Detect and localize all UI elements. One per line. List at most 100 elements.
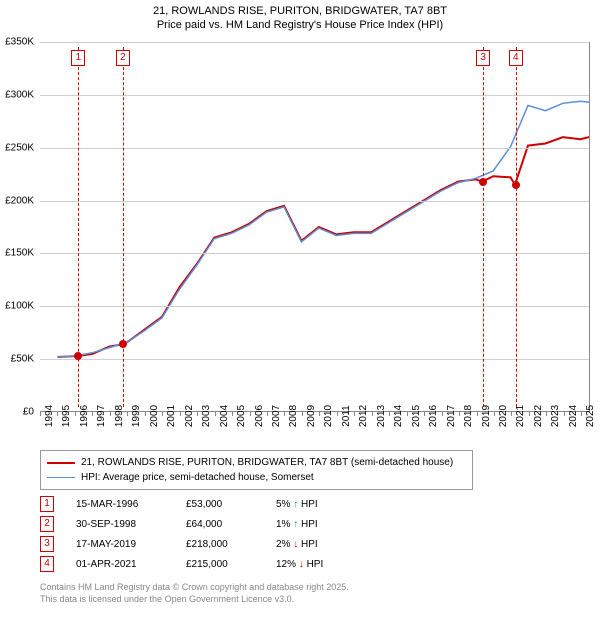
x-tick bbox=[162, 412, 163, 416]
marker-dot bbox=[119, 340, 127, 348]
x-tick-label: 2003 bbox=[201, 405, 212, 427]
x-tick bbox=[319, 412, 320, 416]
x-tick-label: 1997 bbox=[96, 405, 107, 427]
title-line-1: 21, ROWLANDS RISE, PURITON, BRIDGWATER, … bbox=[0, 4, 600, 18]
x-tick bbox=[302, 412, 303, 416]
legend-label: 21, ROWLANDS RISE, PURITON, BRIDGWATER, … bbox=[81, 457, 453, 468]
x-tick-label: 2019 bbox=[481, 405, 492, 427]
plot-area: £0£50K£100K£150K£200K£250K£300K£350K1994… bbox=[40, 42, 590, 412]
footer-line-1: Contains HM Land Registry data © Crown c… bbox=[40, 582, 349, 594]
x-tick-label: 2002 bbox=[184, 405, 195, 427]
sale-table: 115-MAR-1996£53,0005% ↑ HPI230-SEP-1998£… bbox=[40, 494, 366, 574]
x-tick bbox=[180, 412, 181, 416]
marker-dot bbox=[74, 352, 82, 360]
y-tick-label: £200K bbox=[5, 195, 34, 206]
chart-title: 21, ROWLANDS RISE, PURITON, BRIDGWATER, … bbox=[0, 0, 600, 33]
x-tick-label: 1994 bbox=[44, 405, 55, 427]
sale-date: 15-MAR-1996 bbox=[76, 499, 186, 510]
series-line-property bbox=[57, 137, 589, 357]
sale-marker-box: 1 bbox=[40, 496, 54, 512]
x-tick bbox=[529, 412, 530, 416]
x-tick bbox=[424, 412, 425, 416]
legend: 21, ROWLANDS RISE, PURITON, BRIDGWATER, … bbox=[40, 450, 473, 490]
y-tick-label: £0 bbox=[23, 407, 34, 418]
sale-row: 4 01-APR-2021£215,00012% ↓ HPI bbox=[40, 554, 366, 574]
legend-label: HPI: Average price, semi-detached house,… bbox=[81, 472, 314, 483]
x-tick bbox=[92, 412, 93, 416]
x-tick bbox=[564, 412, 565, 416]
x-tick-label: 2023 bbox=[550, 405, 561, 427]
x-tick-label: 2015 bbox=[411, 405, 422, 427]
x-tick bbox=[110, 412, 111, 416]
x-tick-label: 2000 bbox=[149, 405, 160, 427]
x-tick-label: 2007 bbox=[271, 405, 282, 427]
marker-label-box: 2 bbox=[116, 50, 130, 66]
x-tick bbox=[494, 412, 495, 416]
sale-delta: 2% ↓ HPI bbox=[276, 539, 366, 550]
sale-price: £64,000 bbox=[186, 519, 276, 530]
x-tick-label: 2001 bbox=[166, 405, 177, 427]
sale-price: £218,000 bbox=[186, 539, 276, 550]
arrow-up-icon: ↑ bbox=[293, 499, 298, 510]
sale-price: £215,000 bbox=[186, 559, 276, 570]
x-tick-label: 2022 bbox=[533, 405, 544, 427]
legend-swatch bbox=[47, 462, 75, 464]
x-tick-label: 2020 bbox=[498, 405, 509, 427]
x-tick-label: 1996 bbox=[79, 405, 90, 427]
y-tick-label: £50K bbox=[11, 354, 34, 365]
x-tick bbox=[40, 412, 41, 416]
y-tick-label: £150K bbox=[5, 248, 34, 259]
x-tick bbox=[127, 412, 128, 416]
x-tick bbox=[337, 412, 338, 416]
footer: Contains HM Land Registry data © Crown c… bbox=[40, 582, 349, 605]
arrow-down-icon: ↓ bbox=[299, 559, 304, 570]
x-tick bbox=[477, 412, 478, 416]
x-tick-label: 2012 bbox=[358, 405, 369, 427]
y-gridline bbox=[40, 42, 589, 43]
footer-line-2: This data is licensed under the Open Gov… bbox=[40, 594, 349, 606]
x-tick bbox=[215, 412, 216, 416]
sale-row: 115-MAR-1996£53,0005% ↑ HPI bbox=[40, 494, 366, 514]
sale-marker-box: 4 bbox=[40, 556, 54, 572]
x-tick-label: 2016 bbox=[428, 405, 439, 427]
x-tick bbox=[389, 412, 390, 416]
x-tick bbox=[57, 412, 58, 416]
x-tick bbox=[581, 412, 582, 416]
x-tick bbox=[442, 412, 443, 416]
legend-row: 21, ROWLANDS RISE, PURITON, BRIDGWATER, … bbox=[47, 455, 466, 470]
x-tick bbox=[354, 412, 355, 416]
sale-delta: 12% ↓ HPI bbox=[276, 559, 366, 570]
sale-row: 3 17-MAY-2019£218,0002% ↓ HPI bbox=[40, 534, 366, 554]
sale-delta: 5% ↑ HPI bbox=[276, 499, 366, 510]
sale-row: 230-SEP-1998£64,0001% ↑ HPI bbox=[40, 514, 366, 534]
marker-dashed-line bbox=[516, 47, 517, 407]
sale-delta: 1% ↑ HPI bbox=[276, 519, 366, 530]
x-tick bbox=[284, 412, 285, 416]
marker-label-box: 3 bbox=[476, 50, 490, 66]
y-tick-label: £250K bbox=[5, 142, 34, 153]
arrow-up-icon: ↑ bbox=[293, 519, 298, 530]
x-tick bbox=[232, 412, 233, 416]
x-tick-label: 2010 bbox=[323, 405, 334, 427]
x-tick-label: 2008 bbox=[288, 405, 299, 427]
x-tick bbox=[75, 412, 76, 416]
x-tick bbox=[407, 412, 408, 416]
y-tick-label: £300K bbox=[5, 89, 34, 100]
y-tick-label: £350K bbox=[5, 37, 34, 48]
x-tick bbox=[459, 412, 460, 416]
x-tick-label: 2004 bbox=[219, 405, 230, 427]
y-tick-label: £100K bbox=[5, 301, 34, 312]
x-tick bbox=[250, 412, 251, 416]
x-tick-label: 2018 bbox=[463, 405, 474, 427]
sale-date: 01-APR-2021 bbox=[76, 559, 186, 570]
sale-marker-box: 2 bbox=[40, 516, 54, 532]
marker-label-box: 1 bbox=[71, 50, 85, 66]
marker-label-box: 4 bbox=[509, 50, 523, 66]
legend-swatch bbox=[47, 477, 75, 478]
marker-dot bbox=[479, 178, 487, 186]
x-tick-label: 2005 bbox=[236, 405, 247, 427]
sale-date: 17-MAY-2019 bbox=[76, 539, 186, 550]
marker-dashed-line bbox=[483, 47, 484, 407]
sale-marker-box: 3 bbox=[40, 536, 54, 552]
arrow-down-icon: ↓ bbox=[293, 539, 298, 550]
